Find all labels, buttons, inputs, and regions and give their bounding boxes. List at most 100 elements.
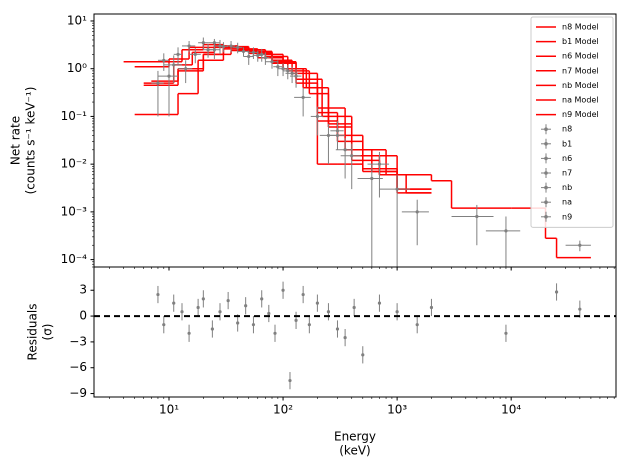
data-point	[294, 318, 298, 322]
data-point	[251, 50, 256, 54]
legend-label: n7	[562, 169, 572, 178]
y-tick-label: 10⁻¹	[61, 109, 88, 123]
data-point	[218, 44, 222, 48]
legend-swatch	[544, 215, 548, 219]
data-point	[212, 48, 216, 52]
data-point	[415, 323, 419, 327]
data-point	[236, 321, 240, 325]
legend-label: n8	[562, 125, 572, 134]
data-point	[193, 52, 197, 56]
data-point	[377, 162, 382, 166]
legend-label: na	[562, 198, 572, 207]
legend-label: na Model	[562, 96, 599, 105]
data-point	[180, 310, 184, 314]
data-point	[395, 310, 399, 314]
plot-area	[123, 37, 591, 267]
y-axis-label: Residuals	[26, 304, 40, 361]
data-point	[201, 41, 205, 45]
data-point	[415, 210, 419, 214]
data-point	[260, 297, 264, 301]
data-point	[206, 48, 210, 52]
data-point	[241, 49, 246, 54]
legend-label: b1 Model	[562, 37, 599, 46]
data-point	[201, 297, 205, 301]
data-point	[210, 327, 214, 331]
data-point	[218, 310, 222, 314]
y-tick-label: −6	[69, 360, 87, 374]
legend-swatch	[544, 200, 548, 204]
data-point	[377, 301, 382, 305]
data-point	[273, 331, 277, 335]
y-tick-label: 10⁻³	[61, 204, 88, 218]
axes-frame	[93, 266, 617, 398]
data-point	[276, 65, 280, 69]
data-point	[156, 81, 160, 85]
x-axis-label: Energy	[334, 430, 376, 444]
data-point	[395, 187, 399, 191]
data-point	[326, 310, 331, 314]
data-point	[212, 41, 216, 45]
data-point	[294, 74, 298, 78]
y-tick-label: 10¹	[67, 13, 87, 27]
data-point	[247, 54, 251, 59]
y-tick-label: 0	[79, 309, 87, 323]
data-point	[251, 323, 256, 327]
x-tick-label: 10⁴	[501, 403, 521, 417]
legend-swatch	[544, 142, 548, 146]
data-point	[343, 148, 347, 152]
legend-label: nb Model	[562, 81, 599, 90]
data-point	[172, 63, 176, 67]
data-point	[236, 45, 240, 49]
data-point	[350, 154, 354, 158]
legend-label: n6	[562, 154, 572, 163]
legend-label: nb	[562, 183, 572, 192]
data-point	[229, 44, 233, 48]
x-tick-label: 10³	[387, 403, 407, 417]
data-point	[335, 129, 340, 133]
legend-swatch	[544, 171, 548, 175]
data-point	[162, 323, 166, 327]
data-point	[244, 304, 248, 308]
legend-label: n9 Model	[562, 110, 599, 119]
data-point	[281, 288, 285, 292]
legend-swatch	[544, 127, 548, 131]
data-point	[301, 95, 305, 100]
data-point	[361, 353, 365, 357]
data-point	[352, 305, 356, 310]
data-point	[301, 292, 305, 297]
data-point	[162, 58, 166, 62]
data-point	[290, 71, 294, 75]
data-point	[176, 52, 180, 56]
y-axis-label: Net rate	[9, 116, 23, 165]
legend-label: n9	[562, 212, 572, 221]
data-point	[196, 305, 200, 310]
legend-swatch	[544, 185, 548, 190]
y-tick-label: 10⁻²	[61, 157, 88, 171]
data-point	[504, 229, 508, 233]
x-tick-label: 10²	[273, 403, 293, 417]
legend-label: b1	[562, 139, 572, 148]
data-point	[554, 290, 559, 294]
legend-swatch	[544, 156, 548, 161]
data-point	[281, 67, 285, 71]
x-axis-label: (keV)	[339, 444, 370, 458]
data-point	[263, 56, 267, 60]
x-tick-label: 10¹	[159, 403, 179, 417]
y-tick-label: 10⁻⁴	[61, 252, 88, 266]
data-point	[307, 323, 311, 327]
data-point	[475, 214, 479, 219]
data-point	[578, 307, 582, 311]
data-point	[187, 44, 191, 48]
legend-label: n7 Model	[562, 66, 599, 75]
data-point	[270, 60, 274, 64]
data-point	[429, 305, 434, 310]
data-point	[370, 176, 374, 181]
data-point	[187, 331, 191, 335]
data-point	[156, 292, 160, 297]
y-axis-label: (σ)	[41, 324, 55, 341]
legend-label: n8 Model	[562, 23, 599, 32]
data-point	[184, 67, 188, 71]
data-point	[335, 327, 340, 331]
data-point	[343, 335, 347, 340]
